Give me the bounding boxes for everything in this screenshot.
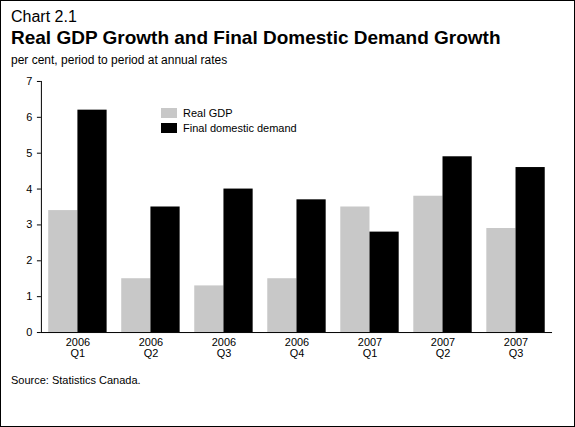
svg-text:2007Q3: 2007Q3 (504, 336, 528, 359)
svg-text:6: 6 (26, 111, 32, 123)
html-text:Chart 2.1: Chart 2.1 (11, 8, 77, 25)
svg-text:3: 3 (26, 218, 32, 230)
svg-text:2006Q3: 2006Q3 (212, 336, 236, 359)
svg-text:2006Q4: 2006Q4 (285, 336, 309, 359)
html-text:Source: Statistics Canada.: Source: Statistics Canada. (11, 373, 141, 386)
html-text:Final domestic demand: Final domestic demand (183, 122, 297, 134)
svg-text:2007Q2: 2007Q2 (431, 336, 455, 359)
svg-text:2007Q1: 2007Q1 (358, 336, 382, 359)
svg-text:0: 0 (26, 326, 32, 338)
html-text:Real GDP: Real GDP (183, 107, 233, 119)
svg-text:2006Q1: 2006Q1 (66, 336, 90, 359)
svg-text:2006Q2: 2006Q2 (139, 336, 163, 359)
html-text:per cent, period to period at: per cent, period to period at annual rat… (11, 53, 228, 67)
svg-text:7: 7 (26, 75, 32, 87)
svg-text:4: 4 (26, 183, 32, 195)
svg-text:2: 2 (26, 254, 32, 266)
svg-text:5: 5 (26, 147, 32, 159)
svg-text:1: 1 (26, 290, 32, 302)
html-text:Real GDP Growth and Final Dome: Real GDP Growth and Final Domestic Deman… (11, 27, 501, 48)
